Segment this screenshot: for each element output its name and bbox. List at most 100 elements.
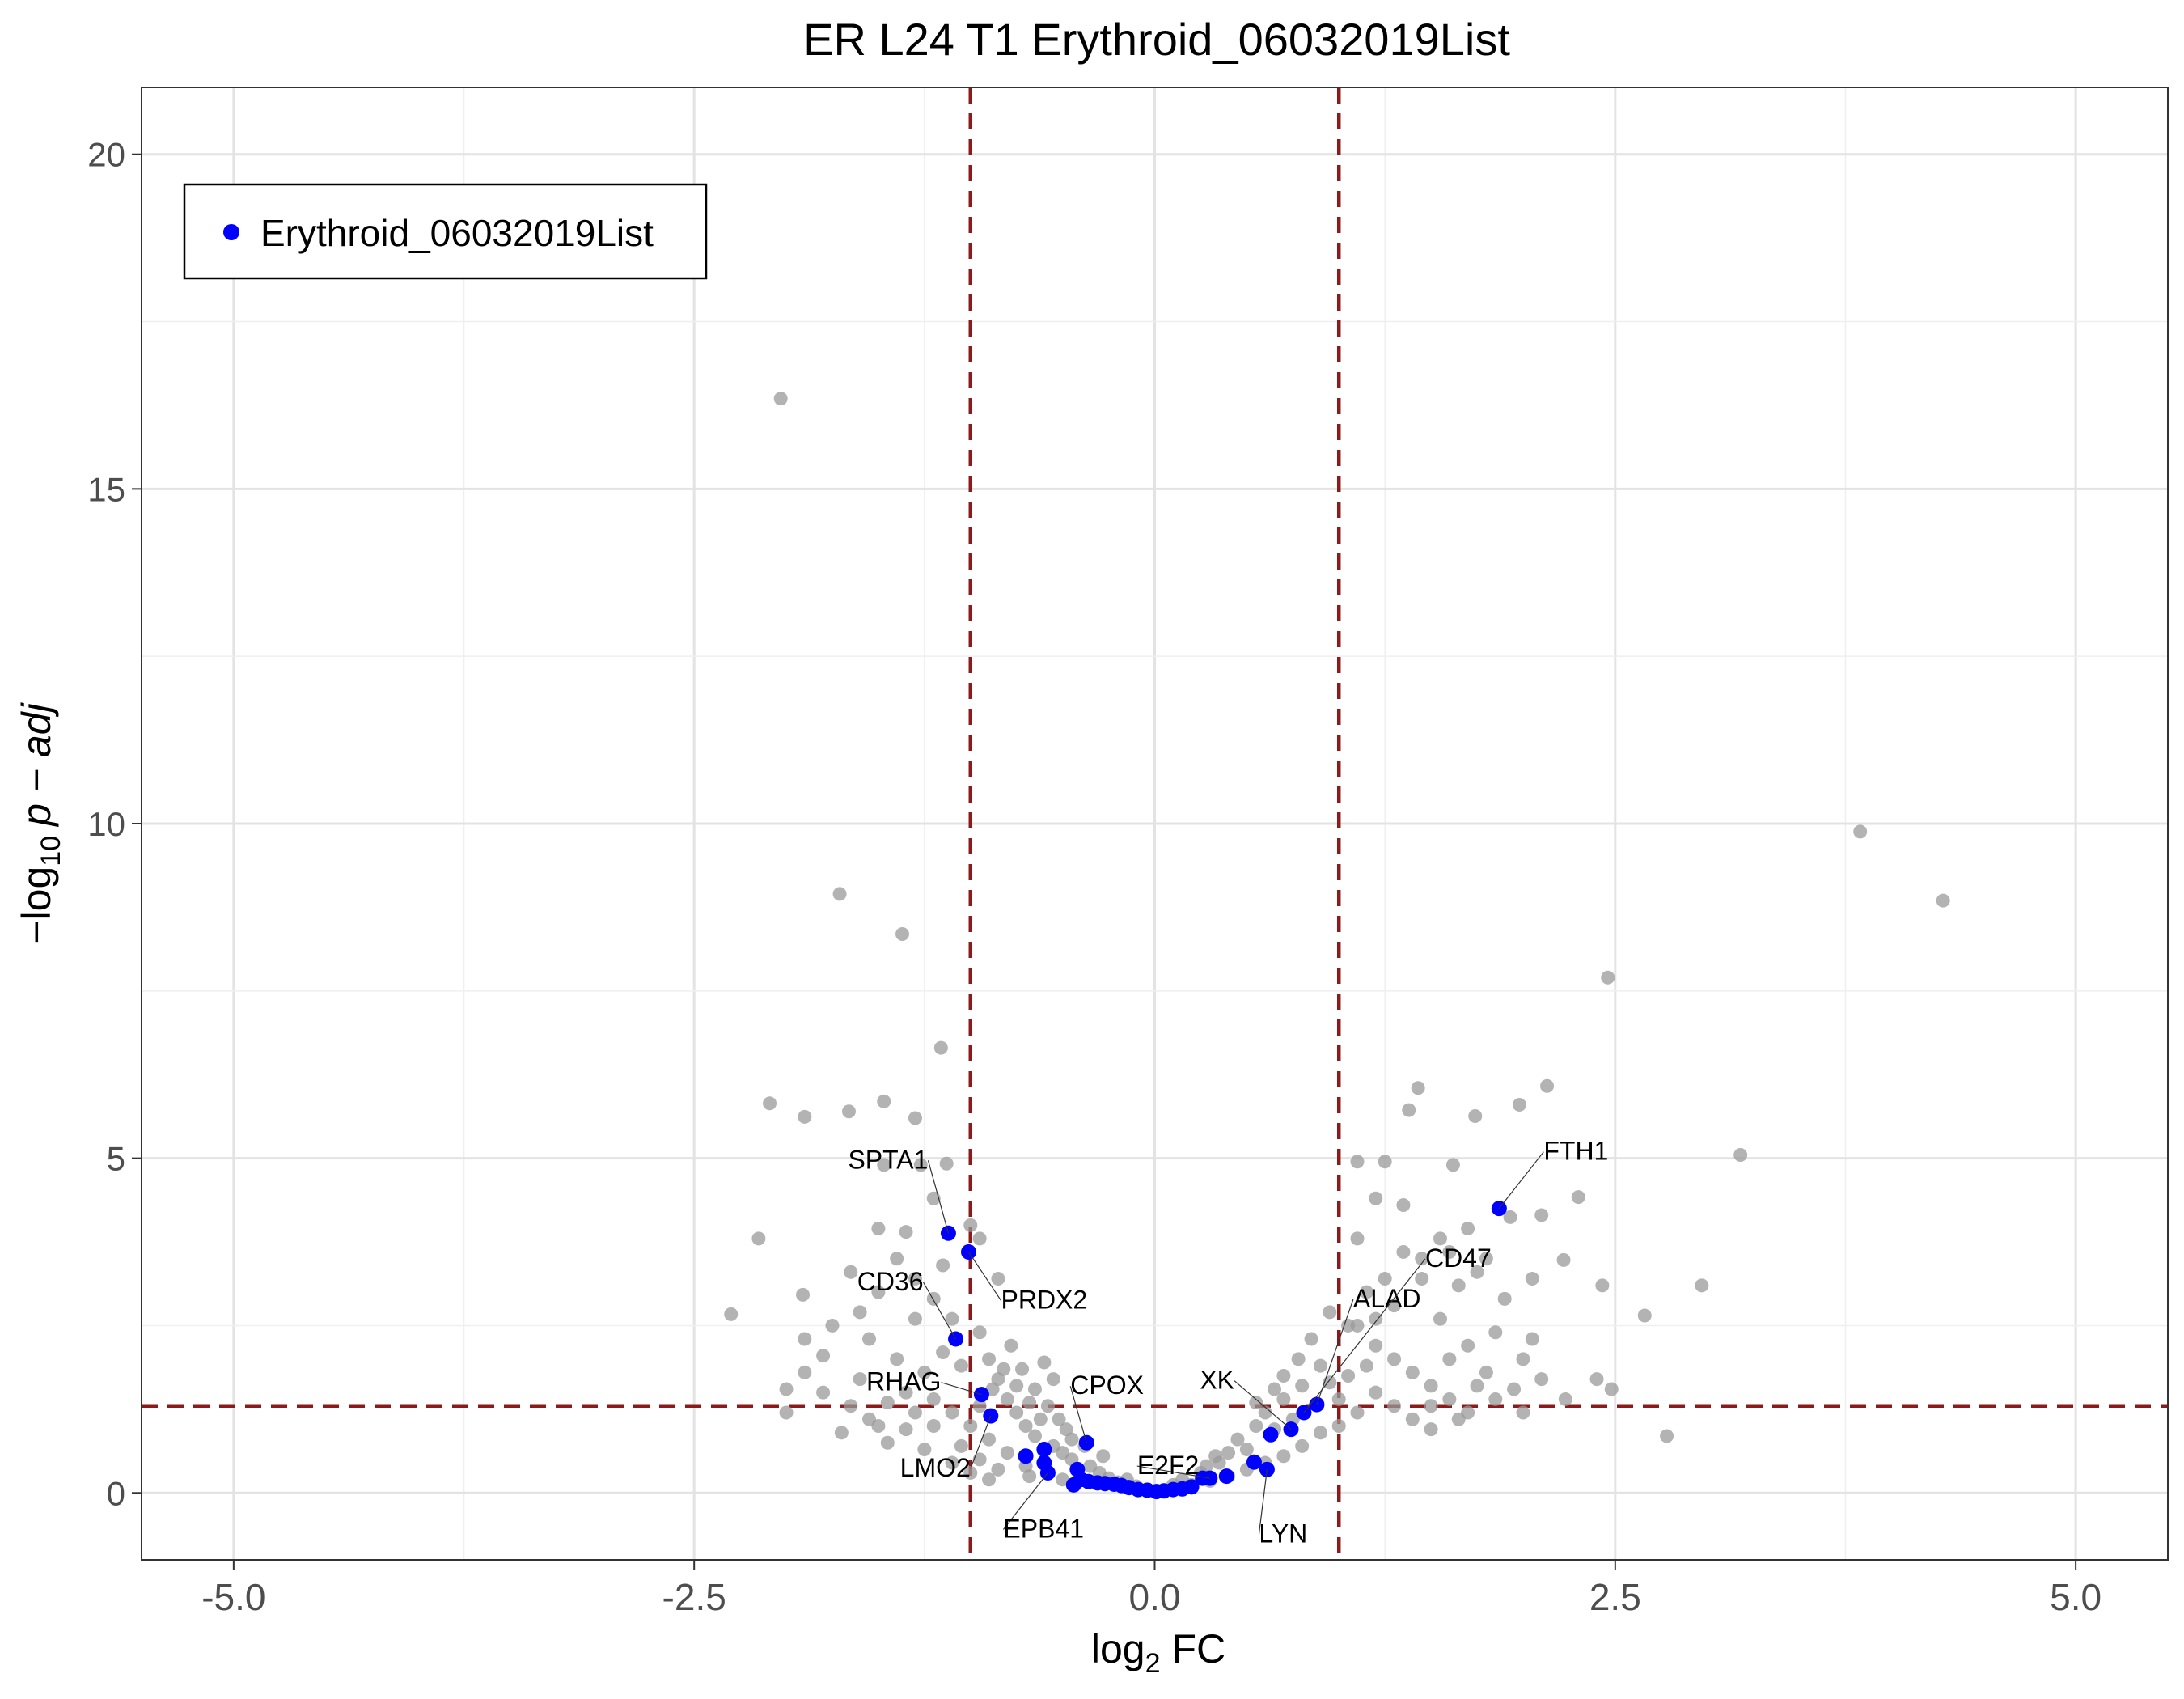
gene-point	[798, 1109, 812, 1124]
highlighted-points	[940, 1201, 1507, 1500]
gene-point	[1415, 1272, 1429, 1286]
gene-point	[1540, 1078, 1555, 1093]
gene-point	[1660, 1429, 1674, 1443]
gene-point	[1199, 1459, 1213, 1473]
gene-point	[1359, 1358, 1373, 1373]
gene-point	[1936, 893, 1950, 908]
gene-point	[1387, 1399, 1402, 1413]
gene-point	[1595, 1278, 1610, 1293]
gene-point	[913, 1158, 928, 1172]
gene-point	[862, 1412, 877, 1426]
gene-label-connector	[1303, 1258, 1426, 1413]
gene-point	[939, 1156, 954, 1171]
gene-label-connector	[967, 1252, 1001, 1301]
gene-point	[1558, 1392, 1572, 1406]
y-tick-label: 15	[87, 470, 125, 508]
gene-point	[917, 1365, 932, 1379]
gene-point	[816, 1385, 831, 1400]
gene-point	[933, 1040, 948, 1055]
gene-point	[853, 1305, 867, 1320]
gene-label-connector	[1002, 1472, 1048, 1530]
gene-point	[1402, 1103, 1416, 1117]
gene-point	[1009, 1405, 1024, 1420]
gene-point	[908, 1405, 922, 1420]
gene-point	[796, 1287, 811, 1302]
gene-point	[834, 1426, 849, 1440]
gene-point	[908, 1111, 922, 1125]
highlighted-gene-point	[1065, 1477, 1081, 1493]
threshold-lines	[142, 87, 2168, 1560]
gene-point	[1009, 1379, 1024, 1393]
gene-point	[1313, 1358, 1327, 1373]
gene-point	[763, 1096, 777, 1111]
gene-point	[1503, 1210, 1517, 1224]
gene-label: CPOX	[1070, 1371, 1144, 1400]
gene-point	[1470, 1265, 1484, 1279]
gene-point	[1571, 1190, 1585, 1205]
y-axis-label-pre: −log	[14, 866, 59, 944]
gene-point	[1221, 1446, 1236, 1460]
y-tick-label: 20	[87, 136, 125, 174]
gene-point	[1442, 1352, 1457, 1366]
gene-point	[1516, 1352, 1530, 1366]
gene-point	[1556, 1252, 1571, 1267]
gene-point	[1461, 1338, 1475, 1353]
x-axis-label-rest: FC	[1161, 1626, 1226, 1671]
gene-point	[972, 1325, 987, 1340]
gene-label: LMO2	[900, 1453, 971, 1482]
gene-point	[841, 1104, 856, 1119]
gene-point	[1249, 1419, 1263, 1434]
gene-point	[926, 1392, 941, 1406]
gene-point	[1230, 1432, 1245, 1447]
gene-point	[1405, 1365, 1420, 1379]
gene-point	[1369, 1338, 1383, 1353]
x-tick-label: 5.0	[2050, 1576, 2101, 1618]
gene-point	[1000, 1392, 1014, 1406]
gene-point	[1415, 1252, 1429, 1266]
gene-point	[991, 1372, 1005, 1387]
highlighted-gene-point	[1195, 1470, 1211, 1486]
gene-point	[1046, 1372, 1060, 1387]
gene-label: EPB41	[1003, 1514, 1084, 1543]
gene-point	[1027, 1382, 1042, 1396]
gene-label: XK	[1200, 1366, 1234, 1395]
gene-point	[871, 1222, 886, 1235]
gene-label: ALAD	[1353, 1284, 1421, 1313]
gene-label-connector	[1069, 1386, 1087, 1443]
gene-point	[1405, 1412, 1420, 1426]
gene-point	[1525, 1332, 1539, 1346]
gene-point	[1276, 1392, 1291, 1406]
gene-point	[890, 1352, 904, 1366]
gene-point	[1369, 1385, 1383, 1400]
gene-point	[779, 1382, 794, 1396]
gene-point	[991, 1462, 1005, 1477]
gene-point	[1341, 1369, 1356, 1383]
gene-point	[963, 1218, 978, 1232]
gene-point	[972, 1452, 987, 1467]
x-axis-label-subscript: 2	[1145, 1648, 1161, 1679]
gene-point	[954, 1438, 968, 1453]
gene-point	[1488, 1392, 1503, 1406]
gene-point	[1451, 1278, 1466, 1293]
gene-point	[1295, 1438, 1310, 1453]
gene-point	[1022, 1469, 1037, 1484]
gene-point	[871, 1285, 886, 1299]
highlighted-gene-point	[1069, 1461, 1086, 1477]
gene-point	[991, 1272, 1005, 1286]
gene-point	[1004, 1338, 1018, 1353]
gene-point	[936, 1258, 950, 1273]
gene-point	[1461, 1222, 1475, 1235]
gene-point	[1424, 1422, 1438, 1437]
gene-point	[1433, 1231, 1447, 1246]
gene-point	[1239, 1443, 1254, 1456]
gene-point	[972, 1399, 987, 1413]
gene-label: PRDX2	[1001, 1285, 1087, 1314]
gene-point	[1056, 1472, 1070, 1487]
gene-point	[853, 1372, 867, 1387]
gene-point	[1396, 1244, 1411, 1259]
gene-point	[908, 1272, 922, 1286]
gene-point	[1468, 1109, 1483, 1124]
gene-point	[1350, 1231, 1365, 1246]
gene-point	[1208, 1449, 1223, 1464]
highlighted-gene-point	[1263, 1426, 1279, 1443]
